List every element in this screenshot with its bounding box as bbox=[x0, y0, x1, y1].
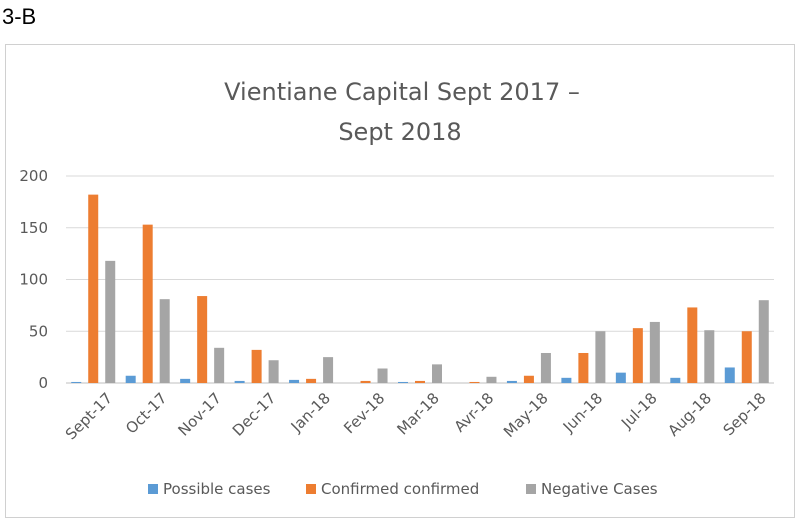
x-tick-label: Fev-18 bbox=[340, 389, 388, 437]
bar bbox=[578, 352, 589, 383]
bar bbox=[704, 330, 715, 383]
bar bbox=[506, 380, 517, 383]
x-tick-label: Dec-17 bbox=[229, 389, 280, 440]
legend-swatch bbox=[306, 484, 316, 494]
bar bbox=[758, 300, 769, 383]
bar bbox=[306, 378, 317, 383]
gridlines bbox=[66, 175, 774, 384]
x-tick-label: Sep-18 bbox=[720, 389, 770, 439]
bar bbox=[360, 380, 371, 383]
bar bbox=[632, 328, 643, 383]
bar bbox=[159, 299, 170, 383]
bar bbox=[561, 377, 572, 383]
bar bbox=[71, 381, 82, 383]
bar bbox=[214, 347, 225, 383]
chart-title-line-2: Sept 2018 bbox=[338, 118, 461, 146]
bar bbox=[268, 360, 279, 383]
x-tick-label: Aug-18 bbox=[664, 389, 715, 440]
bar bbox=[724, 367, 735, 383]
x-tick-label: Sept-17 bbox=[62, 389, 116, 443]
bar bbox=[649, 321, 660, 383]
bar bbox=[432, 364, 442, 383]
bar bbox=[377, 368, 388, 383]
bar bbox=[289, 379, 300, 383]
bar bbox=[197, 296, 208, 383]
x-axis: Sept-17 Oct-17 Nov-17 Dec-17 Jan-18 Fev-18 Mar… bbox=[62, 389, 770, 443]
legend-label: Confirmed confirmed bbox=[321, 480, 479, 498]
legend: Possible cases Confirmed confirmed Negativ… bbox=[148, 480, 658, 498]
legend-swatch bbox=[526, 484, 536, 494]
legend-label: Possible cases bbox=[163, 480, 271, 498]
chart-title: Vientiane Capital Sept 2017 – Sept 2018 bbox=[224, 78, 580, 146]
y-tick-label: 100 bbox=[19, 271, 48, 289]
panel-label: 3-B bbox=[2, 4, 37, 29]
bar bbox=[142, 224, 153, 383]
bar bbox=[670, 377, 681, 383]
bar bbox=[125, 375, 136, 383]
y-tick-label: 150 bbox=[19, 219, 48, 237]
x-tick-label: Avr-18 bbox=[451, 389, 498, 436]
bar bbox=[180, 378, 191, 383]
legend-label: Negative Cases bbox=[541, 480, 658, 498]
x-tick-label: Jan-18 bbox=[287, 389, 334, 436]
y-tick-label: 0 bbox=[38, 374, 48, 392]
bar bbox=[540, 352, 551, 383]
bar bbox=[741, 331, 752, 383]
bar bbox=[234, 380, 245, 383]
bar bbox=[251, 349, 262, 383]
x-tick-label: Oct-17 bbox=[122, 389, 170, 437]
bar bbox=[323, 357, 334, 383]
bar bbox=[415, 380, 425, 383]
bar bbox=[105, 260, 116, 383]
bar bbox=[398, 381, 408, 383]
chart-frame bbox=[5, 44, 795, 518]
x-tick-label: Jul-18 bbox=[617, 389, 661, 433]
bars bbox=[71, 194, 769, 383]
x-tick-label: Mar-18 bbox=[393, 389, 442, 438]
bar bbox=[486, 376, 497, 383]
chart-title-line-1: Vientiane Capital Sept 2017 – bbox=[224, 78, 580, 106]
x-tick-label: Nov-17 bbox=[175, 389, 225, 439]
x-tick-label: Jun-18 bbox=[559, 389, 606, 436]
bar bbox=[595, 331, 606, 383]
y-tick-label: 200 bbox=[19, 167, 48, 185]
x-tick-label: May-18 bbox=[500, 389, 552, 441]
y-tick-label: 50 bbox=[29, 322, 48, 340]
y-axis: 0 50 100 150 200 bbox=[19, 167, 48, 392]
bar bbox=[469, 381, 480, 383]
bar bbox=[88, 194, 99, 383]
bar bbox=[523, 375, 534, 383]
bar bbox=[687, 307, 698, 383]
bar bbox=[615, 372, 626, 383]
legend-swatch bbox=[148, 484, 158, 494]
